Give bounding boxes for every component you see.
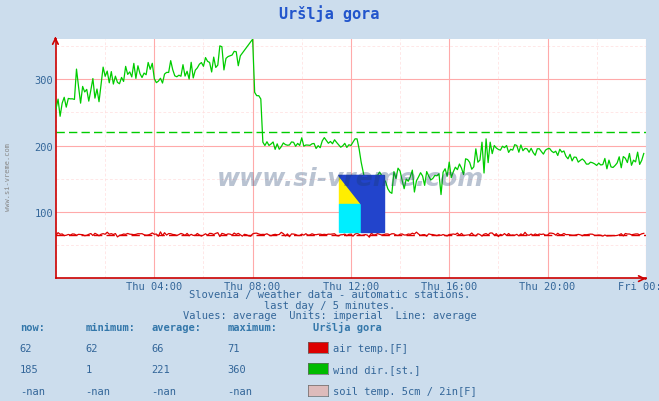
Text: air temp.[F]: air temp.[F] xyxy=(333,343,408,353)
Text: Values: average  Units: imperial  Line: average: Values: average Units: imperial Line: av… xyxy=(183,310,476,320)
Text: www.si-vreme.com: www.si-vreme.com xyxy=(5,142,11,211)
Text: Uršlja gora: Uršlja gora xyxy=(313,321,382,332)
Text: last day / 5 minutes.: last day / 5 minutes. xyxy=(264,300,395,310)
Text: 360: 360 xyxy=(227,365,246,374)
Text: wind dir.[st.]: wind dir.[st.] xyxy=(333,365,420,374)
Text: -nan: -nan xyxy=(227,386,252,395)
Text: average:: average: xyxy=(152,322,202,332)
Bar xyxy=(361,176,384,232)
Text: www.si-vreme.com: www.si-vreme.com xyxy=(217,166,484,190)
Bar xyxy=(339,205,361,232)
Text: 1: 1 xyxy=(86,365,92,374)
Text: 185: 185 xyxy=(20,365,38,374)
Text: -nan: -nan xyxy=(86,386,111,395)
Text: maximum:: maximum: xyxy=(227,322,277,332)
Text: Slovenia / weather data - automatic stations.: Slovenia / weather data - automatic stat… xyxy=(189,290,470,300)
Text: -nan: -nan xyxy=(152,386,177,395)
Text: 62: 62 xyxy=(86,343,98,353)
Text: minimum:: minimum: xyxy=(86,322,136,332)
Polygon shape xyxy=(339,176,361,205)
Text: 66: 66 xyxy=(152,343,164,353)
Text: now:: now: xyxy=(20,322,45,332)
Text: soil temp. 5cm / 2in[F]: soil temp. 5cm / 2in[F] xyxy=(333,386,476,395)
Text: -nan: -nan xyxy=(20,386,45,395)
Text: 62: 62 xyxy=(20,343,32,353)
Bar xyxy=(339,176,361,205)
Text: Uršlja gora: Uršlja gora xyxy=(279,6,380,22)
Text: 71: 71 xyxy=(227,343,240,353)
Text: 221: 221 xyxy=(152,365,170,374)
